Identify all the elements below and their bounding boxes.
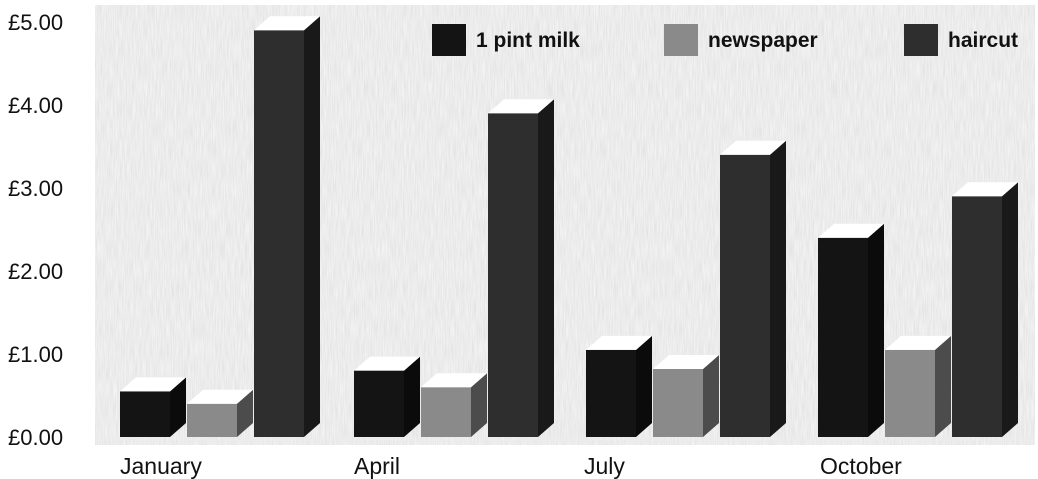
bar-side xyxy=(770,140,786,438)
y-tick-label: £5.00 xyxy=(8,10,63,35)
bar-side xyxy=(471,373,487,437)
bar-front xyxy=(885,349,935,437)
bar-front xyxy=(354,370,404,437)
bar-top xyxy=(885,335,951,350)
bar-top xyxy=(952,182,1018,197)
y-axis-ticks: £0.00 £1.00 £2.00 £3.00 £4.00 £5.00 xyxy=(8,10,63,450)
legend-item: haircut xyxy=(904,24,1018,56)
y-tick-label: £1.00 xyxy=(8,342,63,367)
bar-side xyxy=(935,335,951,437)
bar-front xyxy=(254,30,304,438)
bar xyxy=(120,377,186,437)
legend-label: 1 pint milk xyxy=(476,29,580,52)
legend-swatch xyxy=(664,24,698,56)
bars xyxy=(120,16,1018,438)
bar-top xyxy=(586,335,652,350)
x-axis-labels: January April July October xyxy=(120,453,902,479)
bar-front xyxy=(488,113,538,438)
bar xyxy=(254,16,320,438)
bar-side xyxy=(636,335,652,437)
bar xyxy=(885,335,951,437)
y-tick-label: £0.00 xyxy=(8,425,63,450)
y-tick-label: £3.00 xyxy=(8,176,63,201)
legend-swatch xyxy=(904,24,938,56)
bar-front xyxy=(653,368,703,437)
bar-front xyxy=(421,387,471,437)
bar-side xyxy=(404,356,420,437)
bar xyxy=(488,99,554,438)
bar-side xyxy=(868,223,884,437)
bar-front xyxy=(720,154,770,438)
bar-top xyxy=(120,377,186,392)
legend-item: newspaper xyxy=(664,24,818,56)
bar-side xyxy=(1002,182,1018,437)
bar xyxy=(187,389,253,437)
bar-top xyxy=(653,354,719,369)
bar-top xyxy=(421,373,487,388)
bar-side xyxy=(703,354,719,437)
bar xyxy=(653,354,719,437)
bar-side xyxy=(304,16,320,438)
bar xyxy=(354,356,420,437)
bar-top xyxy=(354,356,420,371)
bar-front xyxy=(120,391,170,437)
bar-side xyxy=(237,389,253,437)
bar-front xyxy=(952,196,1002,437)
bar xyxy=(952,182,1018,437)
bar-top xyxy=(254,16,320,31)
x-tick-label: April xyxy=(354,453,400,479)
x-tick-label: July xyxy=(584,453,625,479)
bar-top xyxy=(818,223,884,238)
bar-top xyxy=(187,389,253,404)
legend-label: haircut xyxy=(948,29,1018,52)
bar xyxy=(720,140,786,438)
bar-front xyxy=(818,237,868,437)
legend: 1 pint milk newspaper haircut xyxy=(432,24,1018,56)
bar-side xyxy=(170,377,186,437)
bar-side xyxy=(538,99,554,438)
x-tick-label: January xyxy=(120,453,202,479)
x-tick-label: October xyxy=(820,453,902,479)
legend-item: 1 pint milk xyxy=(432,24,580,56)
y-tick-label: £4.00 xyxy=(8,93,63,118)
legend-label: newspaper xyxy=(708,29,818,52)
bar-top xyxy=(488,99,554,114)
legend-swatch xyxy=(432,24,466,56)
bar xyxy=(421,373,487,437)
bar xyxy=(586,335,652,437)
bar-front xyxy=(187,403,237,437)
bar-top xyxy=(720,140,786,155)
bar xyxy=(818,223,884,437)
y-tick-label: £2.00 xyxy=(8,259,63,284)
bar-front xyxy=(586,349,636,437)
